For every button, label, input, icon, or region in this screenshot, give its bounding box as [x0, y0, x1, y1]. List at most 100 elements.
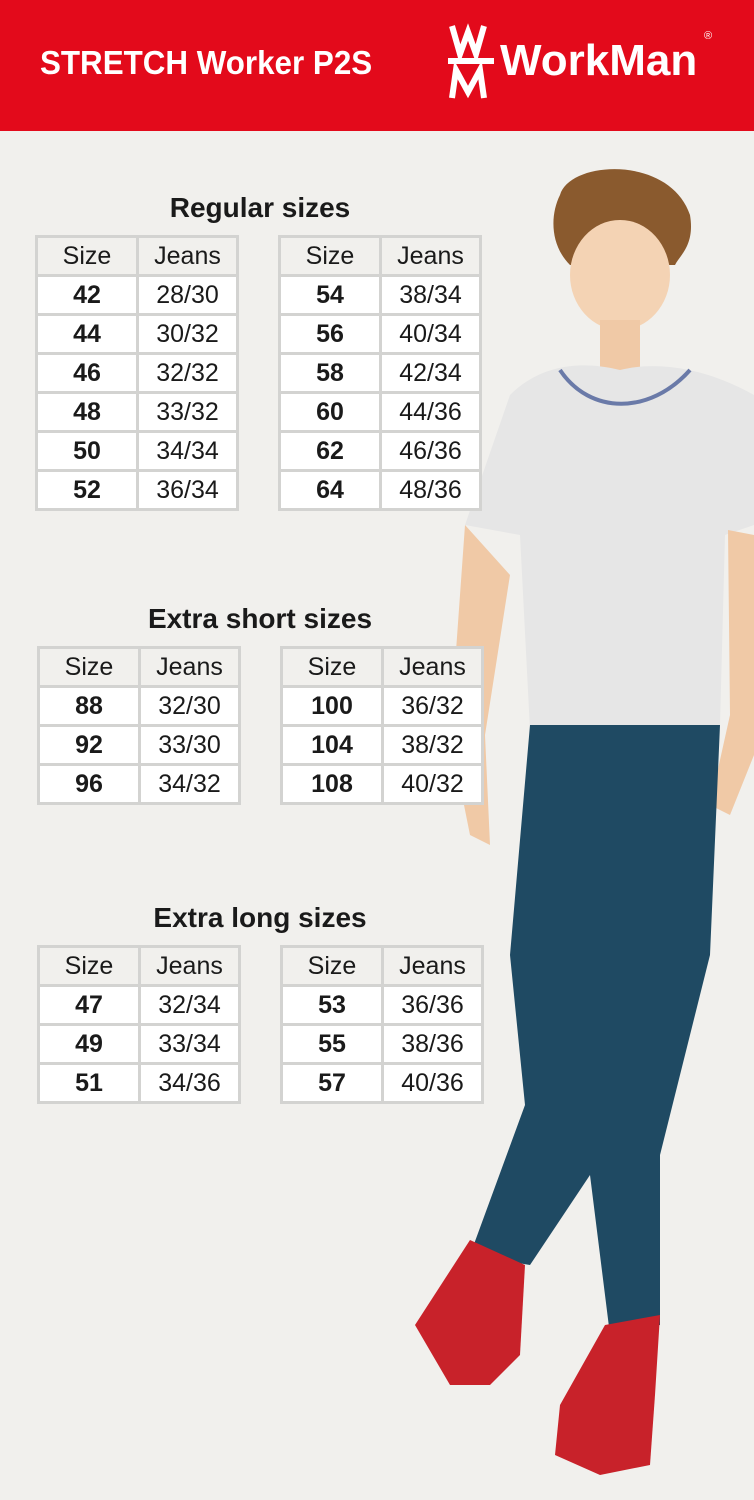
size-cell: 46	[35, 352, 139, 394]
jeans-cell: 32/30	[138, 685, 241, 727]
size-cell: 57	[280, 1062, 384, 1104]
section-title-regular: Regular sizes	[169, 192, 351, 223]
size-cell: 47	[37, 984, 141, 1026]
size-cell: 49	[37, 1023, 141, 1065]
header-size: Size	[37, 945, 141, 987]
header-size: Size	[278, 235, 382, 277]
jeans-cell: 33/32	[136, 391, 239, 433]
table-header: Size Jeans	[280, 945, 484, 987]
size-cell: 54	[278, 274, 382, 316]
table-row: 62 46/36	[278, 430, 482, 472]
size-cell: 50	[35, 430, 139, 472]
header-banner: STRETCH Worker P2S WorkMan ®	[0, 0, 754, 131]
table-header: Size Jeans	[35, 235, 239, 277]
jeans-cell: 34/36	[138, 1062, 241, 1104]
size-cell: 88	[37, 685, 141, 727]
wm-logo-icon	[448, 23, 494, 99]
size-cell: 52	[35, 469, 139, 511]
jeans-cell: 32/32	[136, 352, 239, 394]
size-cell: 44	[35, 313, 139, 355]
jeans-cell: 42/34	[379, 352, 482, 394]
brand-name: WorkMan	[500, 36, 698, 85]
right-arm-icon	[710, 530, 754, 815]
size-table: Size Jeans 88 32/30 92 33/30 96 34/32	[37, 646, 241, 805]
table-row: 54 38/34	[278, 274, 482, 316]
table-header: Size Jeans	[278, 235, 482, 277]
size-cell: 53	[280, 984, 384, 1026]
section-title-extra-long: Extra long sizes	[153, 902, 367, 933]
table-row: 57 40/36	[280, 1062, 484, 1104]
table-row: 51 34/36	[37, 1062, 241, 1104]
size-cell: 108	[280, 763, 384, 805]
left-shoe-icon	[415, 1240, 525, 1385]
jeans-cell: 40/36	[381, 1062, 484, 1104]
table-row: 53 36/36	[280, 984, 484, 1026]
table-row: 96 34/32	[37, 763, 241, 805]
jeans-cell: 34/34	[136, 430, 239, 472]
table-header: Size Jeans	[280, 646, 484, 688]
table-row: 48 33/32	[35, 391, 239, 433]
table-row: 104 38/32	[280, 724, 484, 766]
jeans-cell: 38/36	[381, 1023, 484, 1065]
table-row: 64 48/36	[278, 469, 482, 511]
size-cell: 100	[280, 685, 384, 727]
table-row: 44 30/32	[35, 313, 239, 355]
header-jeans: Jeans	[381, 945, 484, 987]
size-table: Size Jeans 100 36/32 104 38/32 108 40/32	[280, 646, 484, 805]
table-row: 46 32/32	[35, 352, 239, 394]
size-cell: 60	[278, 391, 382, 433]
header-jeans: Jeans	[379, 235, 482, 277]
size-table: Size Jeans 53 36/36 55 38/36 57 40/36	[280, 945, 484, 1104]
size-cell: 48	[35, 391, 139, 433]
header-jeans: Jeans	[136, 235, 239, 277]
size-cell: 58	[278, 352, 382, 394]
model-illustration	[415, 169, 754, 1475]
product-name: STRETCH Worker P2S	[40, 44, 373, 81]
jeans-cell: 38/32	[381, 724, 484, 766]
table-header: Size Jeans	[37, 945, 241, 987]
size-cell: 56	[278, 313, 382, 355]
table-header: Size Jeans	[37, 646, 241, 688]
size-cell: 64	[278, 469, 382, 511]
jeans-cell: 28/30	[136, 274, 239, 316]
jeans-cell: 36/34	[136, 469, 239, 511]
size-table: Size Jeans 47 32/34 49 33/34 51 34/36	[37, 945, 241, 1104]
size-cell: 62	[278, 430, 382, 472]
tshirt-icon	[465, 365, 754, 730]
table-row: 47 32/34	[37, 984, 241, 1026]
jeans-cell: 33/34	[138, 1023, 241, 1065]
table-row: 50 34/34	[35, 430, 239, 472]
face-icon	[570, 220, 670, 330]
size-table: Size Jeans 42 28/30 44 30/32 46 32/32 48 33/32 50 3…	[35, 235, 239, 511]
workman-logo: WorkMan ®	[448, 22, 723, 102]
table-row: 58 42/34	[278, 352, 482, 394]
size-cell: 92	[37, 724, 141, 766]
table-row: 56 40/34	[278, 313, 482, 355]
jeans-cell: 44/36	[379, 391, 482, 433]
table-row: 55 38/36	[280, 1023, 484, 1065]
size-cell: 42	[35, 274, 139, 316]
table-row: 92 33/30	[37, 724, 241, 766]
section-title-extra-short: Extra short sizes	[147, 603, 373, 634]
table-row: 100 36/32	[280, 685, 484, 727]
jeans-cell: 40/34	[379, 313, 482, 355]
jeans-cell: 33/30	[138, 724, 241, 766]
table-row: 52 36/34	[35, 469, 239, 511]
header-size: Size	[280, 945, 384, 987]
header-jeans: Jeans	[138, 646, 241, 688]
jeans-cell: 30/32	[136, 313, 239, 355]
table-row: 88 32/30	[37, 685, 241, 727]
table-row: 60 44/36	[278, 391, 482, 433]
right-shoe-icon	[555, 1315, 660, 1475]
jeans-cell: 36/36	[381, 984, 484, 1026]
jeans-cell: 46/36	[379, 430, 482, 472]
registered-mark: ®	[704, 30, 713, 42]
size-table: Size Jeans 54 38/34 56 40/34 58 42/34 60 44/36 62 4…	[278, 235, 482, 511]
jeans-cell: 38/34	[379, 274, 482, 316]
table-row: 42 28/30	[35, 274, 239, 316]
jeans-cell: 40/32	[381, 763, 484, 805]
header-size: Size	[37, 646, 141, 688]
header-jeans: Jeans	[381, 646, 484, 688]
jeans-cell: 32/34	[138, 984, 241, 1026]
size-cell: 96	[37, 763, 141, 805]
